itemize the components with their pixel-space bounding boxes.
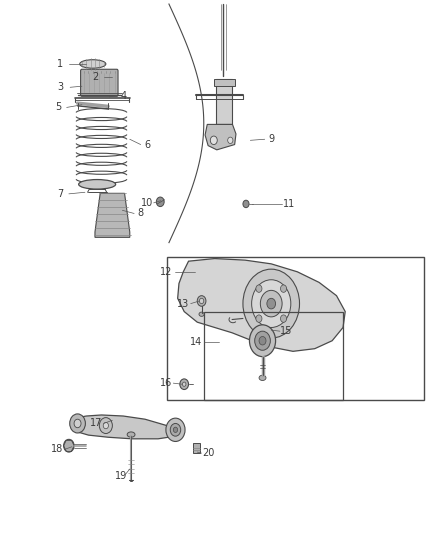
Circle shape xyxy=(243,200,249,208)
FancyBboxPatch shape xyxy=(81,69,118,96)
Text: 11: 11 xyxy=(283,199,295,209)
Circle shape xyxy=(256,285,262,292)
Circle shape xyxy=(173,427,178,432)
Text: 5: 5 xyxy=(55,102,61,112)
Circle shape xyxy=(210,136,217,144)
Circle shape xyxy=(259,336,266,345)
Bar xyxy=(216,79,233,124)
Circle shape xyxy=(166,418,185,441)
Text: 10: 10 xyxy=(141,198,153,208)
Text: 17: 17 xyxy=(90,418,102,429)
Circle shape xyxy=(267,298,276,309)
Circle shape xyxy=(260,290,282,317)
Circle shape xyxy=(70,414,85,433)
Ellipse shape xyxy=(127,432,135,437)
Bar xyxy=(204,312,343,400)
Text: 6: 6 xyxy=(144,140,150,150)
Circle shape xyxy=(64,439,74,452)
Circle shape xyxy=(183,382,186,386)
Bar xyxy=(167,257,424,400)
Bar xyxy=(193,442,200,453)
Text: 18: 18 xyxy=(51,445,63,455)
Text: 7: 7 xyxy=(57,189,63,199)
Text: 15: 15 xyxy=(280,326,293,336)
Text: 8: 8 xyxy=(138,208,144,219)
Polygon shape xyxy=(72,415,180,439)
Circle shape xyxy=(256,315,262,322)
Text: 14: 14 xyxy=(190,337,202,347)
Circle shape xyxy=(243,269,300,338)
Text: 16: 16 xyxy=(160,378,172,388)
Circle shape xyxy=(156,197,164,207)
Ellipse shape xyxy=(259,375,266,381)
Polygon shape xyxy=(205,124,236,150)
Text: 3: 3 xyxy=(57,82,63,92)
Text: 12: 12 xyxy=(160,267,172,277)
Circle shape xyxy=(199,298,204,304)
Circle shape xyxy=(74,419,81,427)
Ellipse shape xyxy=(199,312,204,317)
Circle shape xyxy=(180,379,188,390)
Text: 4: 4 xyxy=(120,91,126,101)
Text: 1: 1 xyxy=(57,59,63,69)
Circle shape xyxy=(250,325,276,357)
Circle shape xyxy=(280,285,286,292)
Circle shape xyxy=(99,418,113,433)
Text: 2: 2 xyxy=(92,72,98,82)
Polygon shape xyxy=(95,193,130,237)
Circle shape xyxy=(170,423,181,436)
Polygon shape xyxy=(178,259,345,351)
Text: 9: 9 xyxy=(268,134,274,144)
Text: 13: 13 xyxy=(177,298,190,309)
Circle shape xyxy=(252,280,291,327)
Circle shape xyxy=(280,315,286,322)
Bar xyxy=(214,79,235,86)
Text: 20: 20 xyxy=(202,448,214,458)
Circle shape xyxy=(197,296,206,306)
Circle shape xyxy=(254,331,270,350)
Ellipse shape xyxy=(80,60,106,68)
Text: 19: 19 xyxy=(115,471,127,481)
Ellipse shape xyxy=(79,180,116,189)
Ellipse shape xyxy=(99,74,114,79)
Circle shape xyxy=(103,422,109,429)
Circle shape xyxy=(228,137,233,143)
